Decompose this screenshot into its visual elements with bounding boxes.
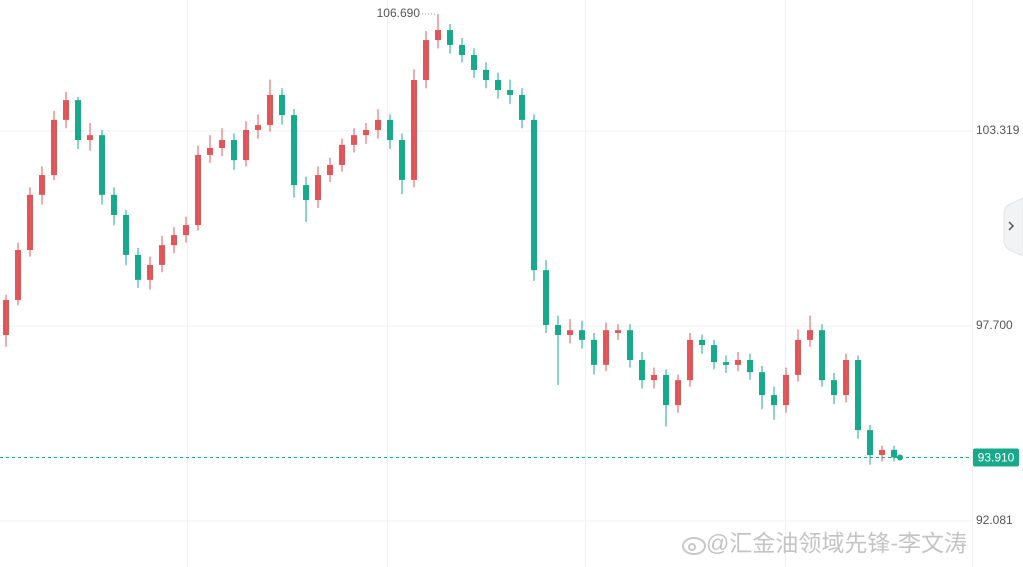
candle-body xyxy=(87,135,93,141)
candle-body xyxy=(231,140,237,161)
watermark-icon xyxy=(682,537,706,555)
candle-body xyxy=(15,250,21,300)
collapse-arrow[interactable] xyxy=(1008,221,1015,231)
candle-body xyxy=(399,140,405,180)
candle-body xyxy=(327,164,333,176)
candle-body xyxy=(879,449,885,456)
candle-body xyxy=(867,430,873,456)
candle-body xyxy=(723,362,729,365)
candle-body xyxy=(195,154,201,226)
candle-body xyxy=(819,330,825,381)
candle-body xyxy=(735,360,741,365)
candle-body xyxy=(255,125,261,130)
candle-body xyxy=(387,119,393,141)
candle-body xyxy=(627,330,633,361)
max-label: 106.690 xyxy=(377,6,421,20)
vertical-grid xyxy=(187,0,973,567)
candle-body xyxy=(303,185,309,201)
candle-body xyxy=(339,144,345,165)
candle-body xyxy=(579,330,585,340)
candle-body xyxy=(447,30,453,45)
last-price-label: 93.910 xyxy=(978,451,1015,465)
candle-body xyxy=(555,324,561,336)
weibo-icon-eye xyxy=(688,543,696,551)
candle-body xyxy=(495,79,501,91)
candle-body xyxy=(267,94,273,126)
candle-body xyxy=(51,119,57,176)
y-tick-label: 92.081 xyxy=(976,513,1013,527)
candle-body xyxy=(543,270,549,325)
candle-body xyxy=(675,380,681,406)
candle-body xyxy=(291,115,297,186)
candle-body xyxy=(795,339,801,375)
last-price-dot xyxy=(897,454,903,461)
watermark: @汇金油领域先锋-李文涛 xyxy=(706,530,967,556)
candle-body xyxy=(3,299,9,336)
candle-body xyxy=(639,360,645,381)
candle-body xyxy=(783,374,789,406)
candle-body xyxy=(759,372,765,396)
candle-body xyxy=(411,79,417,180)
candle-body xyxy=(423,40,429,80)
candle-body xyxy=(111,194,117,215)
candle-body xyxy=(831,380,837,396)
candle-body xyxy=(375,119,381,130)
candle-body xyxy=(243,129,249,161)
candle-body xyxy=(591,339,597,365)
candle-body xyxy=(843,360,849,396)
candle-body xyxy=(63,100,69,120)
candle-body xyxy=(711,345,717,363)
candle-body xyxy=(663,374,669,406)
candle-body xyxy=(615,330,621,333)
candle-body xyxy=(75,100,81,141)
candle-body xyxy=(507,90,513,95)
candle-body xyxy=(771,395,777,406)
candle-body xyxy=(855,360,861,431)
candle-body xyxy=(459,44,465,55)
candle-body xyxy=(519,94,525,120)
candle-body xyxy=(147,264,153,280)
candle-body xyxy=(351,135,357,145)
candle-body xyxy=(159,245,165,265)
candle-body xyxy=(483,69,489,80)
candle-body xyxy=(207,147,213,155)
candle-body xyxy=(651,374,657,381)
candle-body xyxy=(27,194,33,251)
candle-body xyxy=(435,30,441,41)
candle-body xyxy=(471,54,477,70)
candle-body xyxy=(747,360,753,373)
candle-body xyxy=(531,119,537,271)
candle-body xyxy=(171,235,177,246)
candle-body xyxy=(603,330,609,365)
last-price-tag xyxy=(973,448,1019,467)
candle-body xyxy=(183,225,189,236)
y-tick-label: 97.700 xyxy=(976,318,1013,332)
candle-body xyxy=(807,330,813,340)
candle-body xyxy=(363,129,369,136)
candle-body xyxy=(135,254,141,280)
candle-body xyxy=(891,449,897,458)
candles xyxy=(3,14,897,465)
candle-body xyxy=(219,140,225,148)
weibo-icon xyxy=(682,537,706,555)
collapse-button[interactable] xyxy=(1003,197,1023,257)
candle-body xyxy=(39,175,45,195)
candle-body xyxy=(99,135,105,195)
candle-body xyxy=(699,339,705,346)
candle-body xyxy=(279,94,285,116)
candle-body xyxy=(123,214,129,255)
candle-body xyxy=(567,330,573,336)
y-tick-label: 103.319 xyxy=(976,123,1020,137)
candle-body xyxy=(315,175,321,201)
collapse-tab[interactable] xyxy=(1003,197,1023,257)
candle-body xyxy=(687,339,693,381)
